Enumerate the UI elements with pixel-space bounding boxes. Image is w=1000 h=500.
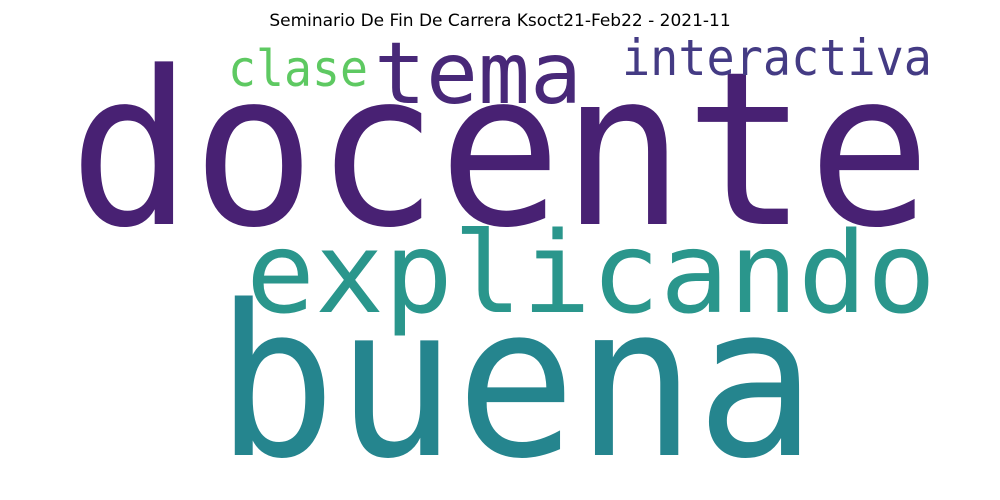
word-tema: tema	[374, 24, 582, 124]
word-docente: docente	[69, 26, 931, 275]
word-buena: buena	[216, 260, 816, 500]
chart-title: Seminario De Fin De Carrera Ksoct21-Feb2…	[269, 11, 731, 31]
word-interactiva: interactiva	[622, 29, 932, 87]
word-explicando: explicando	[246, 209, 936, 339]
word-clase: clase	[228, 40, 368, 98]
